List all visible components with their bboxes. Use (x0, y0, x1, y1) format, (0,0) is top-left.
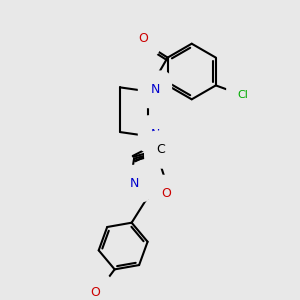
Text: O: O (138, 32, 148, 45)
Text: N: N (164, 142, 173, 155)
Text: N: N (130, 177, 139, 190)
Text: O: O (161, 187, 171, 200)
Text: C: C (157, 143, 165, 156)
Text: O: O (90, 286, 100, 299)
Text: N: N (150, 128, 160, 141)
Text: N: N (150, 83, 160, 96)
Text: Cl: Cl (237, 90, 248, 100)
